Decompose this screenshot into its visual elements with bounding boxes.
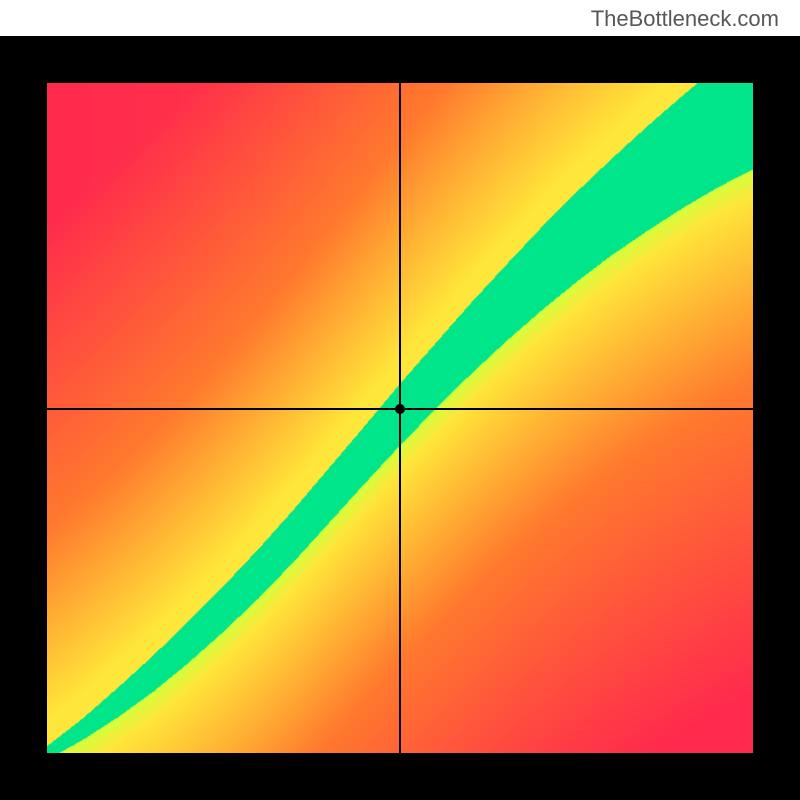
attribution-text: TheBottleneck.com — [591, 6, 779, 32]
heatmap-plot-area — [47, 83, 753, 753]
chart-outer-frame — [0, 36, 800, 800]
crosshair-vertical — [399, 83, 401, 753]
